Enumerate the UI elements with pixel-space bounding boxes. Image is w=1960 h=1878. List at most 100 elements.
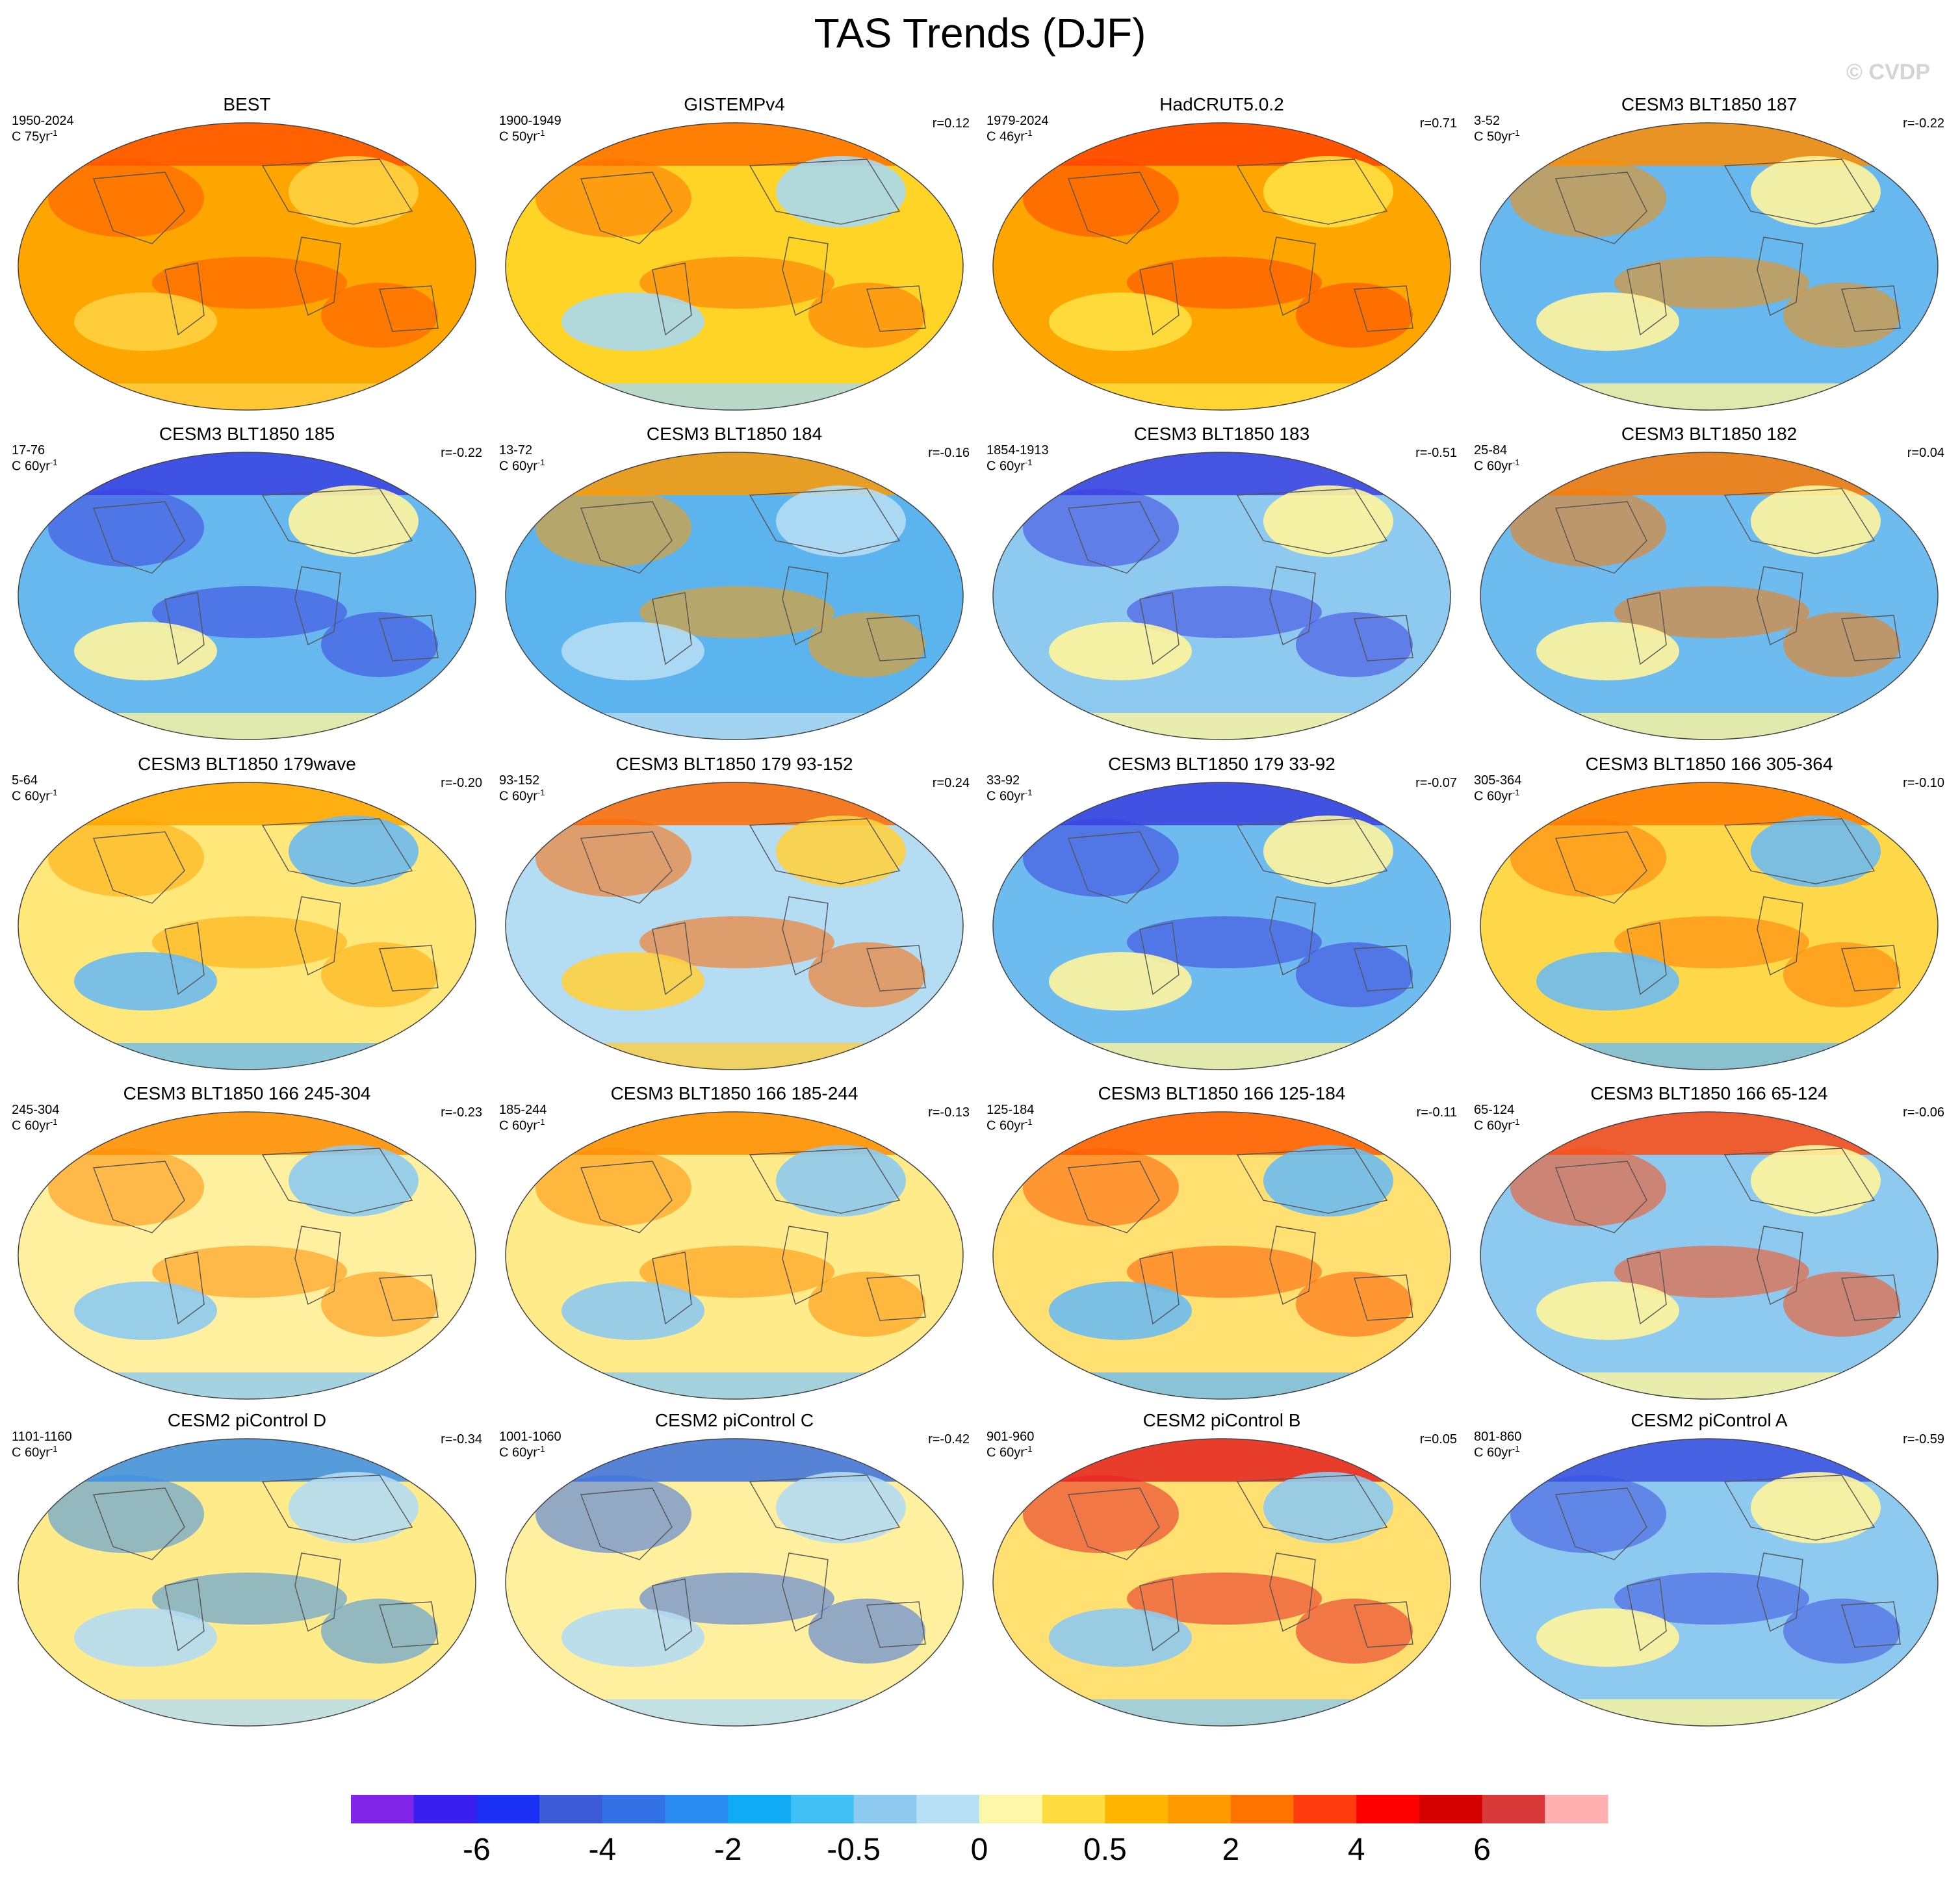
anomaly-patch: [74, 292, 217, 351]
coastline: [1757, 1226, 1803, 1306]
anomaly-patch: [1127, 586, 1322, 638]
panel-correlation: r=-0.22: [1903, 116, 1944, 131]
coastline: [1269, 1552, 1316, 1632]
coastline: [1555, 1161, 1647, 1233]
map-border: [992, 452, 1451, 740]
colorbar-swatch: [1545, 1795, 1608, 1823]
map-border: [992, 122, 1451, 411]
panel-units: C 60yr-1: [986, 788, 1033, 804]
anomaly-patch: [1510, 1148, 1666, 1226]
coastline: [1068, 831, 1160, 904]
antarctic-band: [18, 1043, 476, 1070]
coastline: [652, 263, 692, 336]
anomaly-patch: [1783, 1599, 1900, 1664]
panel-title: CESM3 BLT1850 179wave: [138, 754, 356, 774]
panel-units: C 60yr-1: [1474, 1117, 1520, 1133]
coastline: [1269, 1226, 1316, 1306]
coastline: [866, 945, 926, 992]
colorbar-swatch: [1482, 1795, 1545, 1823]
world-map: [992, 1111, 1451, 1400]
anomaly-patch: [1263, 816, 1393, 887]
coastline: [294, 896, 341, 976]
panel-units: C 50yr-1: [499, 128, 545, 144]
antarctic-band: [18, 1699, 476, 1726]
coastline: [1068, 1487, 1160, 1560]
anomaly-patch: [561, 1281, 704, 1340]
panel-units: C 60yr-1: [499, 457, 545, 474]
coastline: [1627, 592, 1667, 665]
world-map: [992, 122, 1451, 411]
panel-correlation: r=-0.16: [928, 446, 970, 460]
anomaly-patch: [152, 1573, 347, 1625]
coastline: [1723, 488, 1876, 554]
panel-title: CESM3 BLT1850 179 33-92: [1108, 754, 1335, 774]
antarctic-band: [993, 1699, 1451, 1726]
coastline: [580, 1487, 673, 1560]
antarctic-band: [18, 713, 476, 740]
coastline: [749, 159, 901, 225]
coastline: [782, 1552, 829, 1632]
coastline: [1757, 237, 1803, 316]
anomaly-patch: [289, 816, 419, 887]
panel-units: C 60yr-1: [986, 1444, 1033, 1460]
world-map: [505, 122, 964, 411]
anomaly-patch: [535, 1475, 691, 1553]
anomaly-patch: [289, 1145, 419, 1216]
coastline: [1354, 1274, 1413, 1321]
panel-period: 1854-1913: [986, 443, 1049, 457]
colorbar-swatch: [351, 1795, 415, 1823]
map-panel: CESM3 BLT1850 184 13-72 C 60yr-1 r=-0.16: [494, 424, 975, 749]
panel-title: CESM3 BLT1850 166 305-364: [1585, 754, 1833, 774]
coastline: [1555, 501, 1647, 574]
anomaly-patch: [776, 1472, 906, 1543]
panel-correlation: r=-0.11: [1416, 1105, 1457, 1120]
coastline: [1139, 922, 1180, 996]
panel-title: GISTEMPv4: [684, 94, 785, 114]
map-panel: CESM3 BLT1850 166 245-304 245-304 C 60yr-1…: [6, 1083, 487, 1408]
panel-correlation: r=0.71: [1419, 116, 1457, 131]
anomaly-patch: [1783, 612, 1900, 677]
anomaly-patch: [1263, 485, 1393, 557]
panel-title: CESM3 BLT1850 179 93-152: [615, 754, 853, 774]
anomaly-patch: [321, 612, 438, 677]
colorbar-swatch: [413, 1795, 477, 1823]
antarctic-band: [993, 1372, 1451, 1399]
panel-period: 1001-1060: [499, 1430, 561, 1444]
anomaly-patch: [74, 1281, 217, 1340]
world-map: [1480, 122, 1939, 411]
colorbar-swatch: [1356, 1795, 1420, 1823]
colorbar-label: -0.5: [827, 1833, 881, 1867]
coastline: [379, 1274, 439, 1321]
world-map: [1480, 1438, 1939, 1727]
coastline: [1627, 1578, 1667, 1652]
panel-units: C 60yr-1: [12, 457, 58, 474]
world-map: [992, 1438, 1451, 1727]
map-panel: CESM3 BLT1850 187 3-52 C 50yr-1 r=-0.22: [1469, 94, 1950, 419]
anomaly-patch: [561, 1608, 704, 1667]
anomaly-patch: [1127, 1246, 1322, 1298]
anomaly-patch: [74, 1608, 217, 1667]
anomaly-patch: [808, 1272, 925, 1337]
map-panel: CESM3 BLT1850 166 185-244 185-244 C 60yr-1…: [494, 1083, 975, 1408]
panel-units: C 46yr-1: [986, 128, 1033, 144]
anomaly-patch: [48, 1475, 204, 1553]
antarctic-band: [993, 713, 1451, 740]
arctic-band: [18, 1439, 476, 1482]
anomaly-patch: [1510, 819, 1666, 897]
coastline: [580, 172, 673, 244]
antarctic-band: [993, 1043, 1451, 1070]
anomaly-patch: [535, 489, 691, 567]
coastline: [294, 237, 341, 316]
world-map: [505, 782, 964, 1070]
anomaly-patch: [152, 916, 347, 968]
panel-units: C 60yr-1: [499, 788, 545, 804]
anomaly-patch: [1536, 1608, 1679, 1667]
coastline: [866, 1274, 926, 1321]
coastline: [1269, 566, 1316, 646]
coastline: [1354, 1601, 1413, 1648]
coastline: [261, 488, 413, 554]
map-border: [18, 1111, 476, 1400]
coastline: [164, 1578, 205, 1652]
panel-units: C 60yr-1: [12, 788, 58, 804]
panel-title: CESM3 BLT1850 183: [1133, 424, 1310, 444]
